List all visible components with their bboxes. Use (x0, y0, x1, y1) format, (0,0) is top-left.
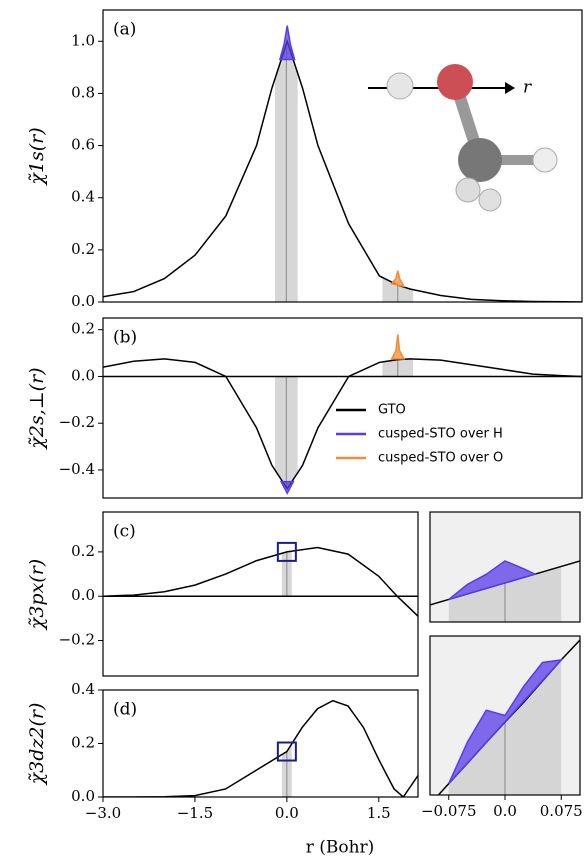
atom-h (386, 72, 414, 100)
y-axis-label: χ̃1s(r) (26, 127, 48, 186)
atom-c (458, 138, 502, 182)
molecule: r (368, 64, 558, 212)
y-tick-label: 0.8 (71, 83, 95, 101)
y-tick-label: 0.2 (71, 320, 95, 338)
cusp-curve (278, 25, 296, 61)
x-axis-label: r (Bohr) (306, 838, 375, 858)
cusp-curve (390, 334, 406, 360)
x-tick-label: 0.075 (540, 802, 583, 820)
x-tick-label: 0.0 (493, 802, 517, 820)
arrow-head (505, 82, 515, 94)
y-axis-label: χ̃2s,⊥(r) (26, 367, 48, 450)
plot-area (103, 25, 582, 302)
cusp-curve (390, 270, 406, 288)
x-tick-label: 0.0 (275, 804, 299, 822)
panel: 0.2 0.0 −0.2 (c) χ̃3px(r) (26, 511, 419, 677)
panel-label: (a) (113, 20, 136, 40)
gto-curve (103, 546, 418, 617)
y-tick-label: 0.2 (71, 542, 95, 560)
y-tick-label: 1.0 (71, 31, 95, 49)
y-tick-label: 0.0 (71, 787, 95, 805)
gto-curve (103, 699, 418, 797)
y-tick-label: 0.0 (71, 366, 95, 384)
y-tick-label: −0.2 (59, 413, 95, 431)
y-tick-label: 0.6 (71, 136, 95, 154)
panel: 0.0 0.2 0.4 0.6 0.8 1.0 (a) χ̃1s(r) (26, 9, 583, 310)
axes-frame (102, 9, 583, 303)
axes-frame (102, 317, 583, 499)
legend-label: GTO (378, 403, 406, 418)
cusp-curve (448, 560, 538, 601)
panel: 0.0 0.2 0.4 −3.0 −1.5 0.0 1.5 (d) χ̃3dz2(r) r (Bo… (26, 680, 419, 858)
cusp-curve (448, 658, 564, 785)
atom-h (478, 188, 502, 212)
plot-area (430, 636, 580, 795)
zoom-box (276, 541, 297, 562)
y-tick-label: 0.4 (71, 680, 95, 698)
gto-curve (103, 358, 582, 491)
axis-label: r (523, 78, 532, 98)
y-tick-label: 0.4 (71, 188, 95, 206)
atom-h (455, 177, 481, 203)
axes-frame (102, 511, 419, 677)
plot-area (103, 546, 418, 617)
x-tick-label: −3.0 (85, 804, 121, 822)
y-tick-label: 0.0 (71, 586, 95, 604)
y-tick-label: 0.2 (71, 734, 95, 752)
plot-area (103, 699, 418, 797)
panel-label: (c) (113, 522, 136, 542)
x-tick-label: −1.5 (177, 804, 213, 822)
x-tick-label: −0.075 (421, 802, 477, 820)
legend-label: cusped-STO over H (378, 427, 503, 442)
legend-label: cusped-STO over O (378, 451, 503, 466)
plot-area (430, 512, 580, 622)
y-axis-label: χ̃3px(r) (26, 559, 48, 631)
cusp-curve (279, 480, 295, 495)
panel: 0.2 0.0 −0.2 −0.4 (b) χ̃2s,⊥(r) GTO cusped-STO … (26, 317, 583, 499)
gto-curve (103, 38, 582, 302)
x-tick-label: 1.5 (367, 804, 391, 822)
axes-frame (429, 511, 581, 623)
panel-label: (d) (113, 700, 137, 720)
y-axis-label: χ̃3dz2(r) (26, 703, 48, 787)
y-tick-label: 0.2 (71, 240, 95, 258)
panel-label: (b) (113, 328, 137, 348)
atom-o (437, 64, 473, 100)
y-tick-label: −0.4 (59, 460, 95, 478)
plot-area (103, 334, 582, 495)
atom-h (532, 147, 558, 173)
y-tick-label: −0.2 (59, 631, 95, 649)
panel: −0.075 0.0 0.075 (421, 635, 583, 820)
zoom-box (276, 741, 297, 762)
panel (429, 511, 581, 623)
y-tick-label: 0.0 (71, 292, 95, 310)
